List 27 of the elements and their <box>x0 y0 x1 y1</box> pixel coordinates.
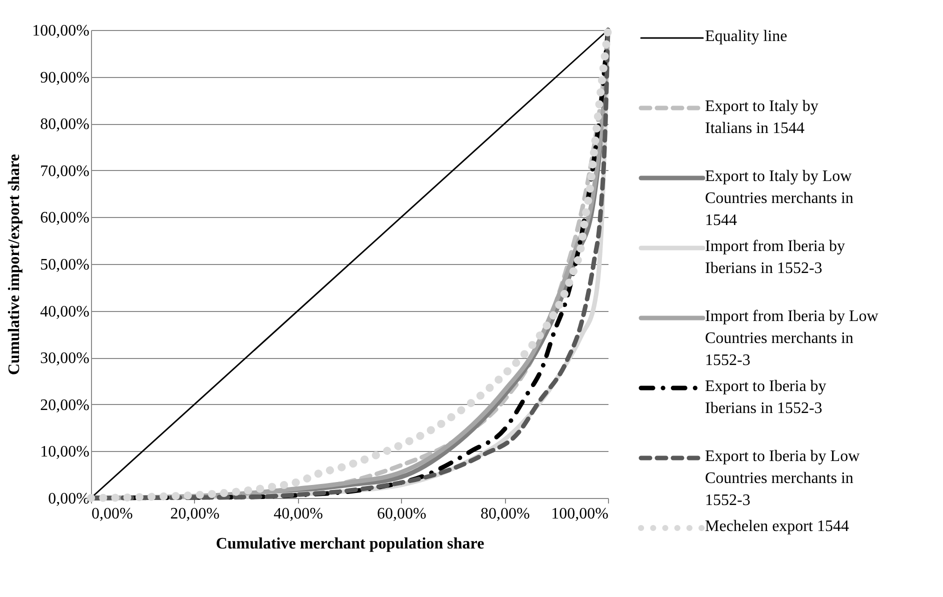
y-tick-label: 100,00% <box>32 22 90 40</box>
x-tick-label: 40,00% <box>274 506 323 522</box>
legend-label: Export to Iberia by Low Countries merchants in 1552-3 <box>705 448 860 509</box>
x-tick-label: 20,00% <box>170 506 220 522</box>
legend-label: Export to Italy by Italians in 1544 <box>705 98 818 137</box>
y-tick-label: 20,00% <box>40 396 90 414</box>
y-tick-label: 50,00% <box>40 256 90 274</box>
x-tick-label: 80,00% <box>480 506 530 522</box>
x-tick-label: 60,00% <box>377 506 426 522</box>
legend-label: Export to Iberia by Iberians in 1552-3 <box>705 378 826 417</box>
x-tick-label: 100,00% <box>551 506 608 522</box>
y-tick-label: 70,00% <box>40 162 90 180</box>
y-tick-label: 10,00% <box>40 444 90 461</box>
y-tick-label: 0,00% <box>48 490 90 508</box>
x-tick-label: 0,00% <box>92 506 133 522</box>
y-axis-title: Cumulative import/export share <box>6 154 24 376</box>
x-axis-title: Cumulative merchant population share <box>216 536 484 552</box>
legend-label: Export to Italy by Low Countries merchants in 1544 <box>705 168 854 229</box>
legend-label: Import from Iberia by Iberians in 1552-3 <box>705 238 845 277</box>
legend-label: Equality line <box>705 28 788 45</box>
legend-label: Import from Iberia by Low Countries merchants in 1552-3 <box>705 308 879 369</box>
legend-label: Mechelen export 1544 <box>705 518 849 535</box>
y-tick-label: 80,00% <box>40 116 90 134</box>
y-tick-label: 30,00% <box>40 350 90 368</box>
y-tick-label: 40,00% <box>40 303 90 320</box>
y-tick-label: 60,00% <box>40 210 90 227</box>
y-tick-label: 90,00% <box>40 69 90 86</box>
